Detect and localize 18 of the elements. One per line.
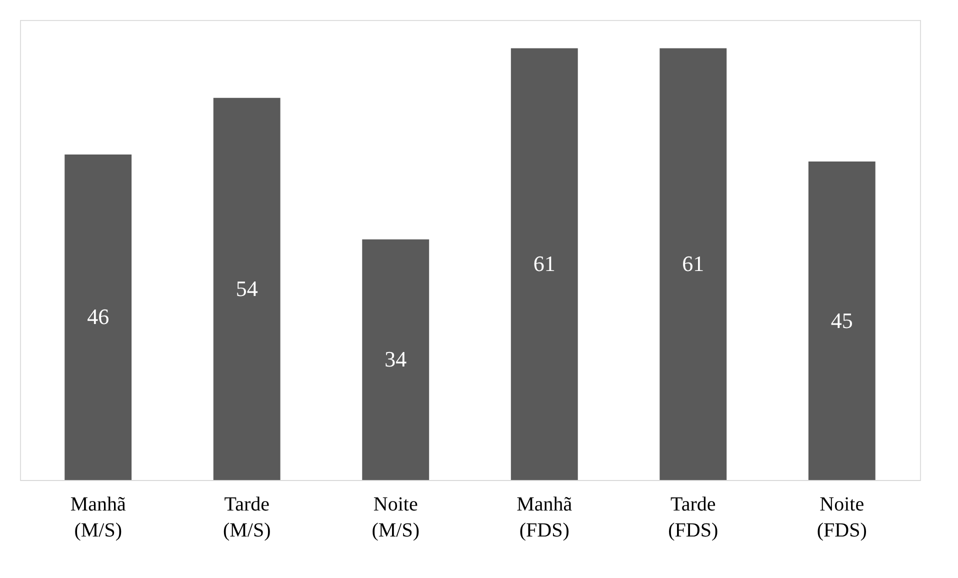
x-tick-label: Noite (M/S) <box>372 494 420 542</box>
x-tick-label: Manhã (M/S) <box>70 494 126 542</box>
data-label: 34 <box>384 346 407 372</box>
data-label: 61 <box>533 251 556 276</box>
x-tick-label: Noite (FDS) <box>816 494 867 542</box>
bar <box>213 98 280 480</box>
bar <box>660 48 727 480</box>
bar <box>362 239 430 480</box>
bar <box>808 162 876 480</box>
x-tick-label: Tarde (M/S) <box>222 494 271 542</box>
bar <box>64 154 132 480</box>
bar <box>510 48 578 480</box>
data-label: 46 <box>87 304 110 330</box>
data-label: 45 <box>830 308 853 333</box>
x-tick-label: Tarde (FDS) <box>668 494 718 542</box>
data-label: 54 <box>236 276 258 301</box>
data-label: 61 <box>682 251 704 276</box>
x-tick-label: Manhã (FDS) <box>516 494 572 542</box>
